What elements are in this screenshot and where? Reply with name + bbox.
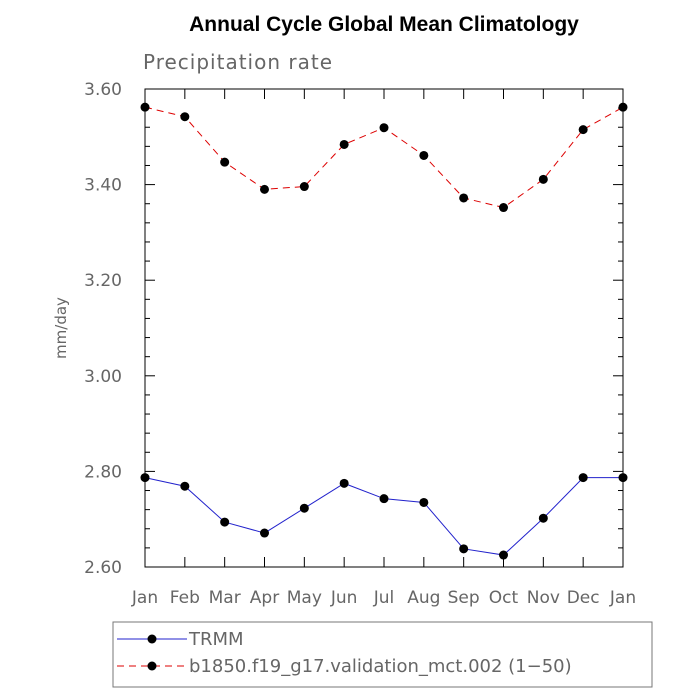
y-tick-labels: 2.60 2.80 3.00 3.20 3.40 3.60: [84, 80, 122, 578]
x-tick-label: Apr: [250, 588, 279, 608]
chart-subtitle: Precipitation rate: [143, 50, 333, 74]
data-point: [578, 473, 588, 483]
data-point: [459, 193, 469, 203]
data-point: [140, 473, 150, 483]
y-tick-label: 2.80: [84, 462, 122, 482]
data-point: [299, 182, 309, 192]
legend-label-model: b1850.f19_g17.validation_mct.002 (1−50): [189, 656, 572, 677]
data-point: [180, 112, 190, 122]
data-point: [499, 203, 508, 213]
x-tick-label: Jan: [131, 588, 158, 608]
x-tick-label: Nov: [527, 588, 560, 608]
data-point: [180, 481, 190, 491]
data-point: [618, 473, 628, 483]
x-tick-label: Mar: [209, 588, 241, 608]
x-tick-label: Sep: [448, 588, 480, 608]
y-tick-label: 3.40: [84, 176, 122, 196]
y-tick-label: 2.60: [84, 558, 122, 578]
legend-marker-trmm: [147, 634, 157, 644]
data-point: [538, 174, 548, 184]
y-axis-label: mm/day: [52, 297, 70, 359]
x-tick-labels: Jan Feb Mar Apr May Jun Jul Aug Sep Oct Nov Dec Jan: [131, 588, 636, 608]
y-tick-label: 3.60: [84, 80, 122, 100]
data-point: [220, 157, 230, 167]
legend-marker-model: [147, 661, 157, 671]
x-tick-label: Dec: [567, 588, 600, 608]
y-tick-label: 3.00: [84, 367, 122, 387]
data-point: [618, 102, 628, 112]
y-tick-label: 3.20: [84, 271, 122, 291]
x-tick-label: Oct: [489, 588, 519, 608]
x-tick-label: Aug: [407, 588, 440, 608]
data-point: [459, 544, 469, 554]
legend-label-trmm: TRMM: [188, 629, 244, 650]
data-point: [379, 494, 389, 504]
axis-ticks: [144, 88, 624, 568]
legend-box: [112, 621, 653, 688]
x-tick-label: Feb: [170, 588, 200, 608]
data-point: [260, 184, 269, 194]
x-tick-label: May: [287, 588, 322, 608]
series-line-0: [144, 477, 623, 556]
data-point: [419, 497, 429, 507]
data-point: [260, 528, 269, 538]
data-point: [339, 139, 349, 149]
data-point: [578, 125, 588, 135]
data-point: [220, 517, 230, 527]
series-group: [140, 102, 628, 560]
legend: TRMM b1850.f19_g17.validation_mct.002 (1…: [117, 629, 572, 677]
data-point: [299, 503, 309, 513]
series-line-1: [144, 106, 624, 209]
data-point: [379, 123, 389, 133]
x-tick-label: Jul: [373, 588, 395, 608]
data-point: [538, 513, 548, 523]
x-tick-label: Jun: [330, 588, 358, 608]
data-point: [419, 150, 429, 160]
x-tick-label: Jan: [609, 588, 636, 608]
data-point: [339, 478, 349, 488]
data-point: [499, 550, 508, 560]
data-point: [140, 102, 150, 112]
chart-title: Annual Cycle Global Mean Climatology: [189, 13, 579, 36]
